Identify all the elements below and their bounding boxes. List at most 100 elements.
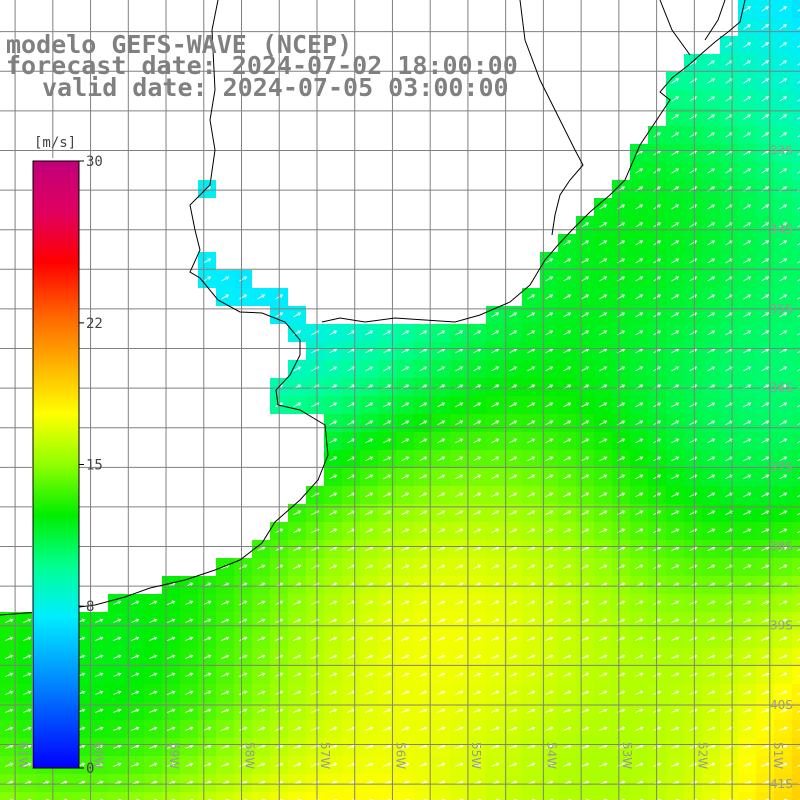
wind-arrow bbox=[707, 672, 716, 677]
wind-arrow bbox=[419, 330, 428, 336]
wind-arrow bbox=[545, 330, 554, 336]
wind-arrow bbox=[293, 528, 302, 534]
wind-arrow bbox=[365, 564, 374, 570]
wind-arrow bbox=[113, 708, 122, 713]
wind-arrow bbox=[365, 690, 374, 695]
wind-arrow bbox=[473, 564, 482, 570]
wind-arrow bbox=[257, 744, 266, 749]
wind-arrow bbox=[545, 510, 554, 516]
wind-arrow bbox=[779, 222, 788, 228]
colorbar-gradient bbox=[32, 160, 80, 769]
wind-arrow bbox=[365, 726, 374, 731]
wind-arrow bbox=[599, 510, 608, 516]
wind-arrow bbox=[527, 438, 536, 444]
wind-arrow bbox=[563, 492, 572, 498]
wind-arrow bbox=[131, 600, 140, 606]
wind-arrow bbox=[581, 402, 590, 408]
wind-arrow bbox=[743, 132, 752, 138]
wind-arrow bbox=[329, 762, 338, 767]
wind-arrow bbox=[671, 204, 680, 210]
wind-arrow bbox=[473, 726, 482, 731]
field-cell bbox=[216, 792, 234, 800]
field-cell bbox=[792, 234, 800, 252]
wind-arrow bbox=[131, 672, 140, 677]
wind-arrow bbox=[491, 636, 500, 641]
wind-arrow bbox=[563, 240, 572, 246]
wind-arrow bbox=[239, 708, 248, 713]
wind-arrow bbox=[383, 420, 392, 426]
field-cell bbox=[792, 216, 800, 234]
wind-arrow bbox=[203, 762, 212, 767]
wind-arrow bbox=[563, 330, 572, 336]
wind-arrow bbox=[563, 726, 572, 731]
wind-arrow bbox=[383, 672, 392, 677]
wind-arrow bbox=[725, 528, 734, 534]
wind-arrow bbox=[797, 728, 800, 731]
field-cell bbox=[792, 486, 800, 504]
wind-arrow bbox=[707, 168, 716, 174]
wind-arrow bbox=[599, 222, 608, 228]
wind-arrow bbox=[401, 528, 410, 534]
wind-arrow bbox=[635, 312, 644, 318]
wind-arrow bbox=[239, 276, 248, 282]
wind-arrow bbox=[239, 726, 248, 731]
wind-arrow bbox=[149, 654, 158, 659]
colorbar-tick-label: 0 bbox=[86, 761, 94, 777]
wind-arrow bbox=[761, 312, 770, 318]
wind-arrow bbox=[23, 726, 32, 731]
wind-arrow bbox=[581, 546, 590, 552]
wind-arrow bbox=[257, 546, 266, 552]
field-cell bbox=[108, 792, 126, 800]
wind-arrow bbox=[527, 420, 536, 426]
wind-arrow bbox=[671, 402, 680, 408]
wind-arrow bbox=[743, 636, 752, 641]
wind-arrow bbox=[743, 24, 752, 30]
wind-arrow bbox=[293, 690, 302, 695]
wind-arrow bbox=[455, 690, 464, 695]
wind-arrow bbox=[401, 726, 410, 731]
wind-arrow bbox=[545, 312, 554, 318]
wind-arrow bbox=[599, 600, 608, 606]
wind-arrow bbox=[95, 744, 104, 749]
wind-arrow bbox=[797, 764, 800, 767]
field-cell bbox=[432, 792, 450, 800]
wind-arrow bbox=[581, 762, 590, 767]
wind-arrow bbox=[797, 458, 800, 462]
wind-arrow bbox=[779, 600, 788, 606]
wind-arrow bbox=[599, 402, 608, 408]
wind-arrow bbox=[581, 492, 590, 498]
wind-arrow bbox=[455, 546, 464, 552]
wind-arrow bbox=[401, 474, 410, 480]
wind-arrow bbox=[797, 656, 800, 659]
field-cell bbox=[396, 792, 414, 800]
wind-arrow bbox=[635, 294, 644, 300]
wind-arrow bbox=[221, 276, 230, 282]
field-cell bbox=[792, 756, 800, 774]
wind-arrow bbox=[797, 297, 800, 300]
wind-arrow bbox=[473, 420, 482, 426]
wind-arrow bbox=[437, 438, 446, 444]
wind-arrow bbox=[23, 744, 32, 749]
wind-arrow bbox=[707, 654, 716, 659]
wind-arrow bbox=[707, 276, 716, 282]
wind-arrow bbox=[95, 636, 104, 641]
wind-arrow bbox=[5, 708, 14, 713]
wind-arrow bbox=[635, 366, 644, 372]
wind-arrow bbox=[491, 744, 500, 749]
wind-arrow bbox=[257, 708, 266, 713]
wind-arrow bbox=[167, 654, 176, 659]
wind-arrow bbox=[779, 654, 788, 659]
wind-arrow bbox=[257, 726, 266, 731]
wind-arrow bbox=[365, 708, 374, 713]
wind-arrow bbox=[131, 636, 140, 641]
wind-arrow bbox=[473, 762, 482, 767]
wind-arrow bbox=[419, 510, 428, 516]
wind-arrow bbox=[185, 672, 194, 677]
wind-arrow bbox=[455, 672, 464, 677]
wind-arrow bbox=[455, 366, 464, 372]
wind-arrow bbox=[419, 618, 428, 623]
wind-arrow bbox=[419, 672, 428, 677]
lon-label: 55W bbox=[469, 742, 483, 769]
colorbar-unit: [m/s] bbox=[34, 135, 76, 151]
wind-arrow bbox=[419, 366, 428, 372]
